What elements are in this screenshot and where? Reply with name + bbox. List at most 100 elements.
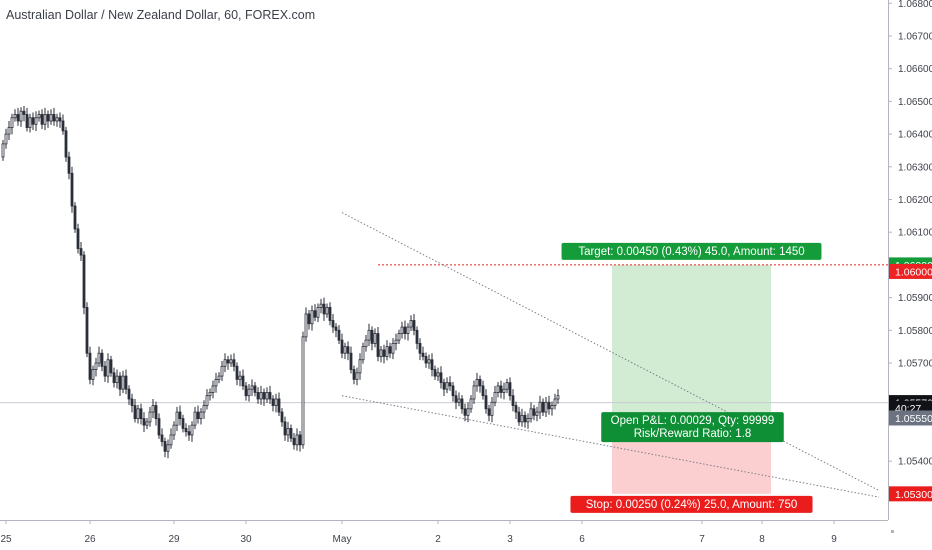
candle-body — [118, 375, 122, 390]
candle-body — [325, 307, 329, 315]
candle-body — [40, 114, 44, 125]
candle-body — [418, 342, 422, 354]
candle — [358, 353, 362, 380]
x-tick-label: 25 — [0, 534, 12, 545]
candle — [172, 421, 176, 440]
candle-body — [61, 120, 65, 132]
candle-body — [433, 369, 437, 377]
y-tick-label: 1.06500 — [898, 97, 932, 108]
y-tick-label: 1.06100 — [898, 228, 932, 239]
candle-body — [301, 336, 305, 446]
candle-body — [172, 424, 176, 436]
target-zone — [612, 264, 771, 413]
candle-body — [115, 375, 119, 384]
candle-body — [262, 392, 266, 400]
candle — [472, 380, 476, 404]
candle-body — [124, 375, 128, 390]
candle — [151, 398, 155, 418]
candle-body — [97, 352, 101, 364]
y-tick-label: 1.06400 — [898, 130, 932, 141]
position-zones — [612, 264, 771, 494]
candle-body — [88, 352, 92, 380]
target-label-text: Target: 0.00450 (0.43%) 45.0, Amount: 14… — [578, 246, 804, 258]
candle-body — [502, 388, 506, 393]
pnl-label-bg — [601, 412, 784, 443]
candle-body — [556, 395, 560, 400]
candle-body — [265, 392, 269, 400]
candle-body — [463, 408, 467, 416]
candle — [532, 404, 536, 421]
y-tick-label: 1.05400 — [898, 457, 932, 468]
candle — [208, 388, 212, 401]
candle-body — [511, 395, 515, 406]
candle-body — [184, 428, 188, 433]
candle — [439, 366, 443, 389]
candle — [274, 393, 278, 413]
resize-grip-icon[interactable] — [891, 530, 894, 533]
candle — [235, 362, 239, 386]
candle — [127, 385, 131, 405]
candle — [175, 406, 179, 432]
candle — [364, 334, 368, 352]
candle-body — [310, 310, 314, 325]
candle — [40, 109, 44, 130]
candle-body — [460, 398, 464, 410]
x-tick-label: 26 — [84, 534, 96, 545]
candle — [322, 297, 326, 321]
candle — [133, 398, 137, 423]
candle — [370, 326, 374, 351]
candle-body — [337, 329, 341, 341]
stop-price-tag: 1.05300 — [889, 486, 932, 502]
candle — [220, 361, 224, 382]
candle — [241, 369, 245, 390]
candle-body — [406, 326, 410, 334]
candle-body — [247, 388, 251, 397]
candle — [244, 381, 248, 401]
candle-body — [346, 346, 350, 354]
candle-body — [328, 307, 332, 321]
candle-body — [385, 346, 389, 357]
candle — [61, 114, 65, 135]
candle — [130, 393, 134, 413]
candle-body — [280, 411, 284, 423]
y-tick-label: 1.06200 — [898, 195, 932, 206]
candle-body — [292, 437, 296, 446]
x-tick-label: 9 — [831, 534, 837, 545]
candle — [508, 377, 512, 401]
y-tick-label: 1.06600 — [898, 64, 932, 75]
entry-price-tag-bg — [889, 410, 932, 426]
candle-body — [109, 359, 113, 374]
candle — [85, 302, 89, 358]
candle — [520, 408, 524, 427]
candle-body — [34, 117, 38, 125]
y-tick-label: 1.06300 — [898, 162, 932, 173]
candle-body — [397, 333, 401, 341]
candle — [337, 325, 341, 345]
candle-body — [361, 346, 365, 361]
candle-body — [541, 401, 545, 413]
candle-body — [226, 359, 230, 364]
candle-body — [358, 359, 362, 374]
candle — [316, 303, 320, 323]
candle-body — [46, 114, 50, 122]
x-tick-label: 29 — [168, 534, 180, 545]
candle — [34, 111, 38, 132]
candle-body — [178, 411, 182, 420]
candle-body — [277, 398, 281, 413]
candle — [466, 402, 470, 423]
candle-body — [16, 114, 20, 122]
candle-body — [391, 342, 395, 354]
candle-body — [175, 411, 179, 426]
lower-trend-line — [341, 395, 880, 498]
candle-body — [517, 411, 521, 423]
candle-body — [4, 133, 8, 145]
candle-body — [523, 414, 527, 423]
candle-body — [373, 333, 377, 344]
candle-body — [427, 359, 431, 364]
x-tick-label: 3 — [507, 534, 513, 545]
x-tick-label: 8 — [759, 534, 765, 545]
candle — [421, 346, 425, 361]
candle — [406, 323, 410, 341]
candle-body — [229, 359, 233, 364]
